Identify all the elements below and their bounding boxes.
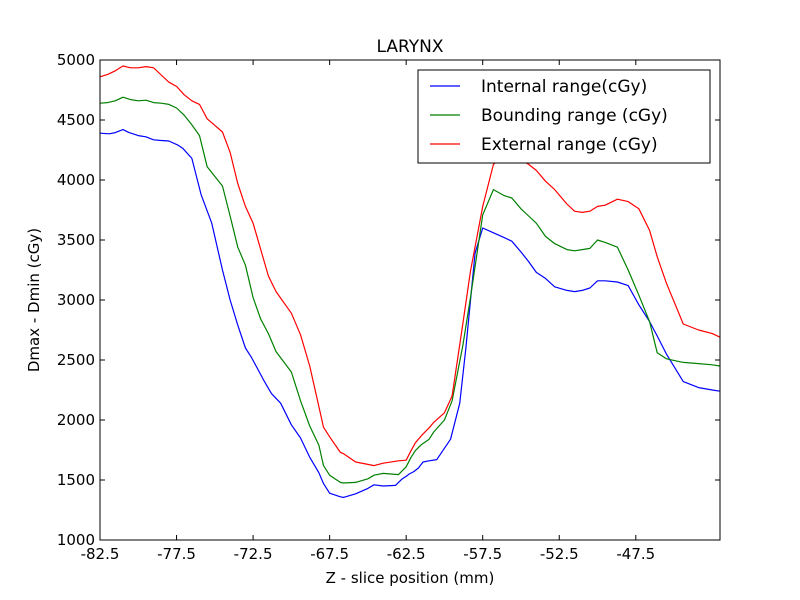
legend-label-bounding: Bounding range (cGy) — [481, 106, 668, 126]
x-tick-label: -47.5 — [616, 545, 655, 563]
y-tick-label: 3000 — [57, 291, 95, 309]
axis-ticks: -82.5 -77.5 -72.5 -67.5 -62.5 -57.5 -52.5 -47.5… — [57, 51, 720, 563]
series-line-internal — [99, 129, 721, 498]
x-tick-label: -77.5 — [157, 545, 196, 563]
chart-title: LARYNX — [377, 37, 444, 57]
x-tick-label: -57.5 — [463, 545, 502, 563]
legend: Internal range(cGy) Bounding range (cGy)… — [417, 69, 711, 164]
y-axis-label: Dmax - Dmin (cGy) — [25, 228, 43, 372]
y-tick-label: 1500 — [57, 471, 95, 489]
series-line-external — [99, 65, 721, 467]
series-line-bounding — [99, 96, 721, 484]
legend-label-external: External range (cGy) — [481, 135, 658, 155]
x-tick-label: -72.5 — [234, 545, 273, 563]
legend-label-internal: Internal range(cGy) — [481, 77, 647, 97]
y-tick-label: 1000 — [57, 531, 95, 549]
y-tick-label: 2000 — [57, 411, 95, 429]
y-tick-label: 5000 — [57, 51, 95, 69]
y-tick-label: 3500 — [57, 231, 95, 249]
x-tick-label: -52.5 — [540, 545, 579, 563]
legend-frame — [417, 69, 711, 164]
x-axis-label: Z - slice position (mm) — [326, 569, 495, 587]
y-tick-label: 2500 — [57, 351, 95, 369]
x-tick-label: -67.5 — [310, 545, 349, 563]
x-tick-label: -62.5 — [387, 545, 426, 563]
series-layer — [99, 65, 721, 498]
x-tick-label: -82.5 — [81, 545, 120, 563]
y-tick-label: 4500 — [57, 111, 95, 129]
y-tick-label: 4000 — [57, 171, 95, 189]
